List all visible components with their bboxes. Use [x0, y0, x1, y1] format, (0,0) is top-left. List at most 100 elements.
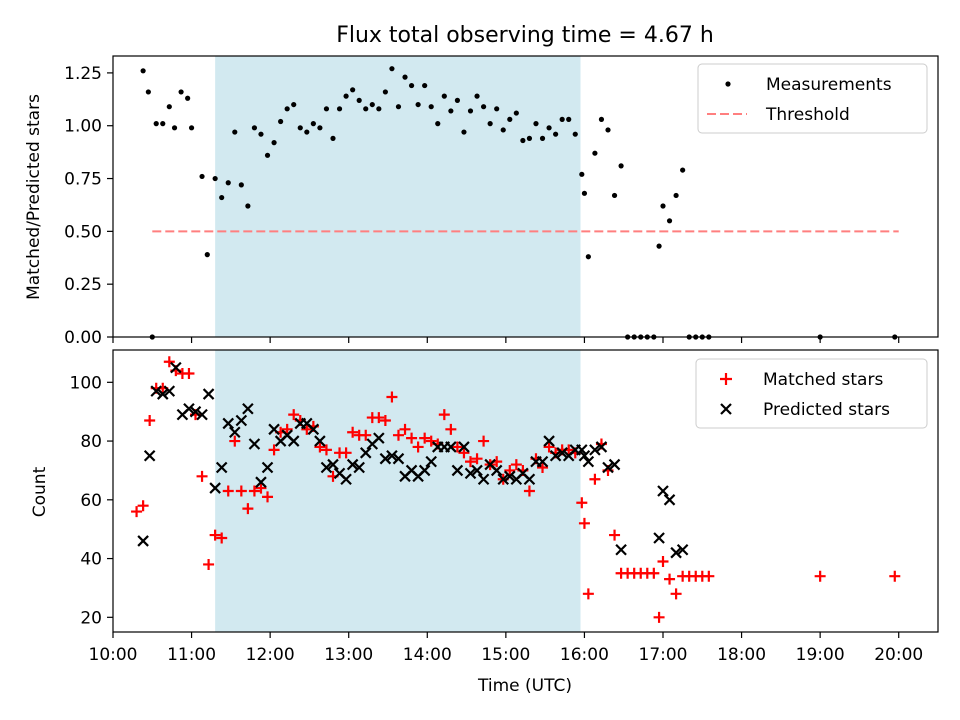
predicted-star-point [163, 385, 176, 397]
predicted-stars-legend-marker [720, 403, 732, 415]
predicted-star-point [386, 449, 398, 462]
predicted-star-point [353, 461, 365, 474]
bottom-legend-box [695, 358, 928, 429]
measurement-point [204, 252, 210, 258]
matched-star-point [648, 567, 660, 579]
top-y-axis-label: Matched/Predicted stars [24, 94, 44, 300]
bottom-x-tick-label: 19:00 [796, 645, 845, 665]
threshold-legend-label: Threshold [765, 105, 850, 125]
bottom-x-tick-label: 13:00 [324, 645, 373, 665]
bottom-x-tick-label: 20:00 [874, 645, 923, 665]
matched-star-point [465, 456, 476, 468]
bottom-plot-frame [112, 349, 939, 633]
predicted-star-point [490, 464, 503, 477]
predicted-star-point [582, 455, 595, 468]
measurement-point [422, 82, 428, 89]
measurement-point [356, 97, 362, 103]
measurement-point [467, 108, 474, 114]
matched-star-point [471, 453, 483, 465]
measurement-point [395, 104, 402, 110]
measurement-point [415, 101, 421, 108]
matched-star-point [406, 432, 418, 444]
measurement-point [611, 192, 618, 199]
predicted-star-point [268, 423, 280, 436]
bottom-x-tick-label: 18:00 [717, 645, 766, 665]
predicted-star-point [314, 435, 326, 447]
matched-star-point [301, 423, 313, 435]
measurement-point [178, 89, 184, 95]
matched-star-point [163, 356, 175, 368]
matched-star-point [281, 423, 293, 435]
measurement-point [232, 129, 238, 135]
predicted-star-point [556, 447, 568, 459]
predicted-star-point [653, 532, 665, 544]
measurement-point [304, 129, 310, 135]
matched-star-point [235, 485, 247, 497]
matched-star-point [510, 459, 522, 471]
measurement-point [494, 106, 500, 112]
bottom-x-tick-label: 16:00 [560, 645, 609, 665]
measurement-point [245, 203, 251, 209]
bottom-x-tick-label: 15:00 [481, 645, 530, 665]
predicted-star-point [471, 464, 483, 477]
measurement-point [539, 135, 546, 141]
matched-star-point [196, 470, 208, 482]
measurement-point [369, 101, 375, 108]
predicted-star-point [451, 464, 464, 477]
measurement-point [533, 121, 539, 127]
measurement-point [592, 150, 598, 156]
matched-star-point [399, 423, 411, 435]
matched-star-point [209, 529, 221, 541]
predicted-star-point [670, 546, 682, 559]
predicted-star-point [255, 476, 267, 488]
predicted-star-point [608, 458, 621, 471]
top-chart-title: Flux total observing time = 4.67 h [336, 23, 714, 48]
measurement-point [500, 127, 506, 133]
measurement-point [559, 116, 565, 122]
bottom-x-tick-label: 12:00 [246, 645, 295, 665]
predicted-star-point [287, 435, 300, 447]
measurement-point [389, 66, 395, 72]
bottom-y-tick-label: 40 [80, 550, 102, 570]
measurement-point [271, 140, 277, 146]
predicted-star-point [497, 473, 510, 486]
matched-star-point [229, 435, 241, 447]
measurement-point [317, 125, 323, 131]
measurement-point [454, 97, 461, 103]
bottom-shaded-span [215, 350, 581, 632]
matched-star-point [216, 532, 228, 544]
top-y-tick-label: 0.25 [64, 275, 102, 295]
measurement-point [251, 125, 258, 131]
bottom-y-tick-label: 60 [80, 491, 102, 511]
matched-star-point [523, 485, 535, 497]
predicted-star-point [235, 414, 248, 427]
measurement-point [520, 137, 526, 144]
measurement-point [579, 171, 585, 177]
measurement-point [618, 163, 624, 169]
predicted-star-point [445, 441, 457, 453]
predicted-star-point [523, 473, 536, 486]
matched-star-point [653, 611, 665, 623]
matched-star-point [578, 517, 590, 529]
predicted-star-point [392, 452, 405, 465]
predicted-star-point [143, 449, 156, 462]
bottom-x-ticks: 10:00 11:00 12:00 13:00 14:00 15:00 16:00 17:00… [89, 632, 923, 665]
measurement-point [225, 180, 231, 186]
predicted-star-point [536, 455, 549, 468]
matched-stars-legend-label: Matched stars [763, 370, 883, 390]
measurement-point [171, 125, 178, 131]
measurement-point [461, 129, 467, 135]
predicted-star-point [209, 482, 221, 494]
measurement-point [278, 118, 284, 125]
measurement-point [145, 89, 151, 95]
predicted-star-point [137, 535, 149, 547]
matched-star-point [379, 415, 391, 426]
measurement-point [291, 101, 297, 108]
matched-star-point [131, 506, 143, 518]
measurement-point [546, 125, 552, 131]
measurement-point [605, 127, 611, 133]
matched-star-point [609, 529, 621, 541]
measurement-point [258, 131, 264, 137]
bottom-panel: 20 40 60 80 100 10:00 11:00 12:00 13:00 14:00 15:… [30, 349, 939, 696]
matched-star-point [340, 447, 352, 459]
